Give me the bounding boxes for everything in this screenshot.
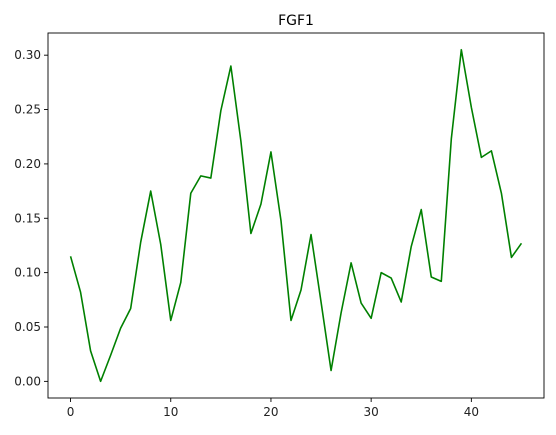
y-axis: 0.00 0.05 0.10 0.15 0.20 0.25 0.30 xyxy=(14,48,48,388)
x-tick-label: 30 xyxy=(364,405,379,419)
y-tick-label: 0.10 xyxy=(14,266,41,280)
chart-title: FGF1 xyxy=(278,13,314,29)
x-tick-label: 40 xyxy=(464,405,479,419)
x-tick-label: 20 xyxy=(263,405,278,419)
y-tick-label: 0.15 xyxy=(14,211,41,225)
x-axis: 0 10 20 30 40 xyxy=(67,398,479,419)
series-line xyxy=(69,48,523,383)
y-tick-label: 0.05 xyxy=(14,320,41,334)
plot-frame xyxy=(47,32,545,399)
y-tick-label: 0.20 xyxy=(14,157,41,171)
x-tick-label: 10 xyxy=(163,405,178,419)
plot-area xyxy=(69,48,523,383)
y-tick-label: 0.00 xyxy=(14,374,41,388)
y-tick-label: 0.30 xyxy=(14,48,41,62)
x-tick-label: 0 xyxy=(67,405,75,419)
y-tick-label: 0.25 xyxy=(14,103,41,117)
